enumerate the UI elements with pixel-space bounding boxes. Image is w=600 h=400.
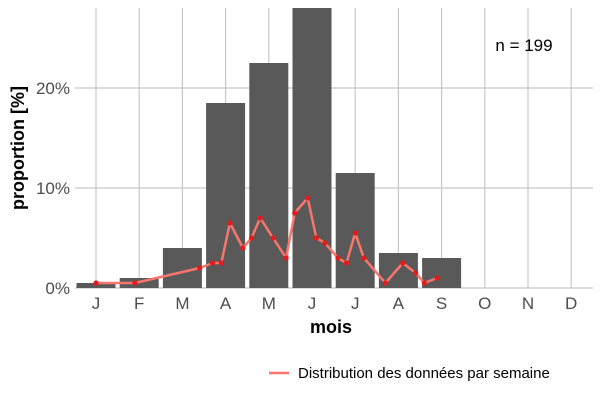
x-tick-label: D xyxy=(565,294,577,313)
weekly-point xyxy=(283,255,289,261)
x-tick-label: F xyxy=(134,294,144,313)
weekly-point xyxy=(248,235,255,241)
legend: Distribution des données par semaine xyxy=(269,365,550,382)
x-tick-label: M xyxy=(262,294,276,313)
weekly-point xyxy=(382,280,389,286)
weekly-point xyxy=(218,260,224,266)
x-axis-title: mois xyxy=(310,317,352,337)
weekly-point xyxy=(257,215,263,221)
weekly-point xyxy=(270,235,276,241)
x-tick-label: A xyxy=(220,294,232,313)
x-tick-label: J xyxy=(308,294,317,313)
weekly-point xyxy=(210,260,216,266)
weekly-point xyxy=(352,230,358,236)
bar xyxy=(206,103,246,288)
x-tick-label: J xyxy=(351,294,360,313)
weekly-point xyxy=(132,280,138,286)
y-tick-label: 20% xyxy=(36,79,70,98)
weekly-point xyxy=(335,255,341,261)
weekly-point xyxy=(227,220,233,226)
x-tick-label: M xyxy=(175,294,189,313)
weekly-point xyxy=(322,240,328,246)
x-tick-label: J xyxy=(92,294,101,313)
y-tick-labels: 0% 10% 20% xyxy=(36,79,70,298)
weekly-point xyxy=(361,255,367,261)
bar xyxy=(422,258,462,288)
bar xyxy=(292,8,332,288)
y-tick-label: 10% xyxy=(36,179,70,198)
y-tick-label: 0% xyxy=(45,279,70,298)
x-tick-label: N xyxy=(522,294,534,313)
x-tick-label: O xyxy=(478,294,491,313)
weekly-point xyxy=(292,210,298,216)
weekly-point xyxy=(400,260,406,266)
weekly-point xyxy=(305,195,311,201)
weekly-point xyxy=(197,265,203,271)
legend-label: Distribution des données par semaine xyxy=(298,365,550,382)
weekly-point xyxy=(313,235,319,241)
weekly-line-layer xyxy=(93,195,440,286)
weekly-point xyxy=(343,260,350,266)
weekly-point xyxy=(421,280,427,286)
x-tick-label: S xyxy=(436,294,447,313)
sample-size-annotation: n = 199 xyxy=(495,36,552,55)
x-tick-label: A xyxy=(393,294,405,313)
weekly-point xyxy=(93,280,99,286)
weekly-point xyxy=(240,245,246,251)
weekly-point xyxy=(434,275,440,281)
weekly-point xyxy=(413,270,419,276)
y-axis-title: proportion [%] xyxy=(8,86,28,210)
